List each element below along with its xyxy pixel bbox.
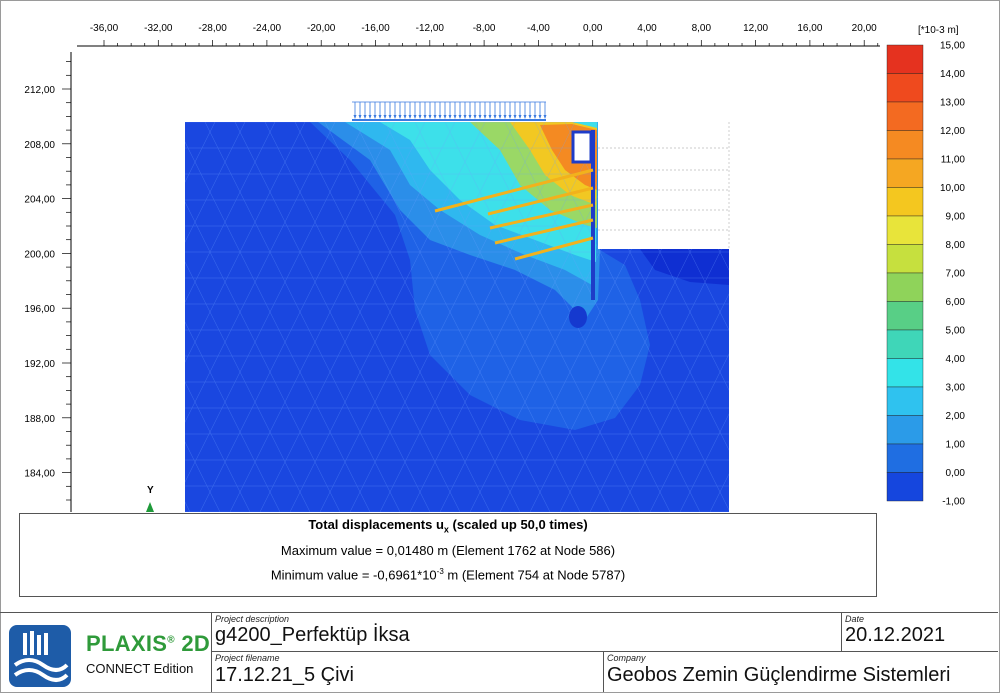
color-legend bbox=[886, 44, 924, 502]
minimum-value: Minimum value = -0,6961*10-3 m (Element … bbox=[270, 566, 626, 582]
legend-swatch bbox=[886, 415, 924, 445]
soil-nail-4 bbox=[494, 218, 594, 245]
axis-marker-label: Y bbox=[147, 485, 154, 496]
legend-swatch bbox=[886, 73, 924, 103]
y-tick-label: 200,00 bbox=[24, 249, 55, 260]
y-tick-label: 192,00 bbox=[24, 359, 55, 370]
legend-swatch bbox=[886, 244, 924, 274]
legend-swatch bbox=[886, 215, 924, 245]
y-tick-label: 204,00 bbox=[24, 195, 55, 206]
legend-label: 2,00 bbox=[946, 411, 966, 422]
x-tick-label: 8,00 bbox=[692, 23, 712, 34]
legend-swatch bbox=[886, 187, 924, 217]
x-tick-label: -20,00 bbox=[307, 23, 336, 34]
y-axis-arrow-icon bbox=[146, 502, 154, 512]
y-tick-label: 184,00 bbox=[24, 469, 55, 480]
soil-nail-1 bbox=[434, 168, 594, 213]
title-block: PLAXIS® 2D CONNECT Edition Project descr… bbox=[0, 612, 998, 693]
legend-swatch bbox=[886, 358, 924, 388]
legend-label: 15,00 bbox=[940, 41, 965, 52]
results-info-box: Total displacements ux (scaled up 50,0 t… bbox=[19, 513, 877, 597]
wall-head bbox=[571, 130, 593, 164]
x-tick-label: 4,00 bbox=[637, 23, 657, 34]
legend-swatch bbox=[886, 472, 924, 502]
company-label: Company bbox=[607, 653, 646, 663]
legend-label: 14,00 bbox=[940, 69, 965, 80]
maximum-value: Maximum value = 0,01480 m (Element 1762 … bbox=[280, 542, 616, 558]
legend-swatch bbox=[886, 272, 924, 302]
brand-name: PLAXIS® 2D bbox=[86, 631, 211, 656]
plaxis-logo-icon bbox=[9, 625, 71, 687]
legend-label: 6,00 bbox=[946, 297, 966, 308]
x-tick-label: 12,00 bbox=[743, 23, 768, 34]
x-tick-label: 0,00 bbox=[583, 23, 603, 34]
x-tick-label: -12,00 bbox=[416, 23, 445, 34]
project-filename-label: Project filename bbox=[215, 653, 280, 663]
x-tick-label: 16,00 bbox=[797, 23, 822, 34]
x-tick-label: 20,00 bbox=[852, 23, 877, 34]
legend-label: 11,00 bbox=[941, 155, 966, 166]
displacement-plot: -36,00 -32,00 -28,00 -24,00 -20,00 -16,00 -12,… bbox=[24, 23, 966, 512]
y-axis-ruler bbox=[62, 52, 72, 512]
legend-label: 3,00 bbox=[946, 383, 966, 394]
legend-label: 0,00 bbox=[946, 468, 966, 479]
x-tick-label: -4,00 bbox=[527, 23, 550, 34]
legend-label: 8,00 bbox=[946, 240, 966, 251]
x-tick-label: -32,00 bbox=[144, 23, 173, 34]
legend-swatch bbox=[886, 329, 924, 359]
legend-label: 12,00 bbox=[940, 126, 965, 137]
y-tick-label: 208,00 bbox=[24, 140, 55, 151]
surface-load bbox=[352, 101, 547, 121]
y-tick-label: 188,00 bbox=[24, 414, 55, 425]
y-tick-label: 212,00 bbox=[24, 85, 55, 96]
x-tick-label: -28,00 bbox=[198, 23, 227, 34]
legend-swatch bbox=[886, 158, 924, 188]
deep-blue-zone bbox=[640, 249, 729, 285]
legend-swatch bbox=[886, 44, 924, 74]
excavation-area bbox=[598, 122, 729, 249]
y-tick-label: 196,00 bbox=[24, 304, 55, 315]
x-axis-ruler bbox=[77, 40, 880, 47]
soil-nail-2 bbox=[487, 186, 594, 216]
x-tick-label: -16,00 bbox=[361, 23, 390, 34]
date-cell: Date 20.12.2021 bbox=[841, 613, 998, 652]
x-tick-label: -24,00 bbox=[253, 23, 282, 34]
date-value: 20.12.2021 bbox=[845, 624, 946, 646]
project-filename-value: 17.12.21_5 Çivi bbox=[215, 664, 354, 686]
legend-label: 13,00 bbox=[940, 98, 965, 109]
legend-swatch bbox=[886, 130, 924, 160]
soil-nail-5 bbox=[514, 236, 594, 261]
legend-swatch bbox=[886, 443, 924, 473]
legend-label: 5,00 bbox=[946, 326, 966, 337]
legend-label: 10,00 bbox=[940, 183, 965, 194]
legend-label: 9,00 bbox=[946, 212, 966, 223]
company-cell: Company Geobos Zemin Güçlendirme Sisteml… bbox=[603, 652, 998, 692]
edition-label: CONNECT Edition bbox=[86, 661, 194, 676]
project-description-label: Project description bbox=[215, 614, 290, 624]
company-value: Geobos Zemin Güçlendirme Sistemleri bbox=[607, 664, 951, 686]
x-tick-label: -36,00 bbox=[90, 23, 119, 34]
wall-tip-bulb bbox=[569, 306, 587, 328]
legend-swatch bbox=[886, 101, 924, 131]
legend-label: 4,00 bbox=[946, 354, 966, 365]
legend-label: 7,00 bbox=[946, 269, 966, 280]
date-label: Date bbox=[845, 614, 865, 624]
legend-unit: [*10-3 m] bbox=[918, 25, 959, 36]
model-domain: Y bbox=[146, 101, 730, 512]
legend-swatch bbox=[886, 301, 924, 331]
soil-nail-3 bbox=[489, 203, 594, 230]
result-title: Total displacements ux (scaled up 50,0 t… bbox=[308, 517, 588, 535]
legend-label: 1,00 bbox=[946, 440, 966, 451]
project-description-cell: Project description g4200_Perfektüp İksa bbox=[211, 613, 842, 652]
project-description-value: g4200_Perfektüp İksa bbox=[215, 624, 410, 646]
project-filename-cell: Project filename 17.12.21_5 Çivi bbox=[211, 652, 604, 692]
legend-label: -1,00 bbox=[942, 497, 965, 508]
legend-swatch bbox=[886, 386, 924, 416]
x-tick-label: -8,00 bbox=[473, 23, 496, 34]
